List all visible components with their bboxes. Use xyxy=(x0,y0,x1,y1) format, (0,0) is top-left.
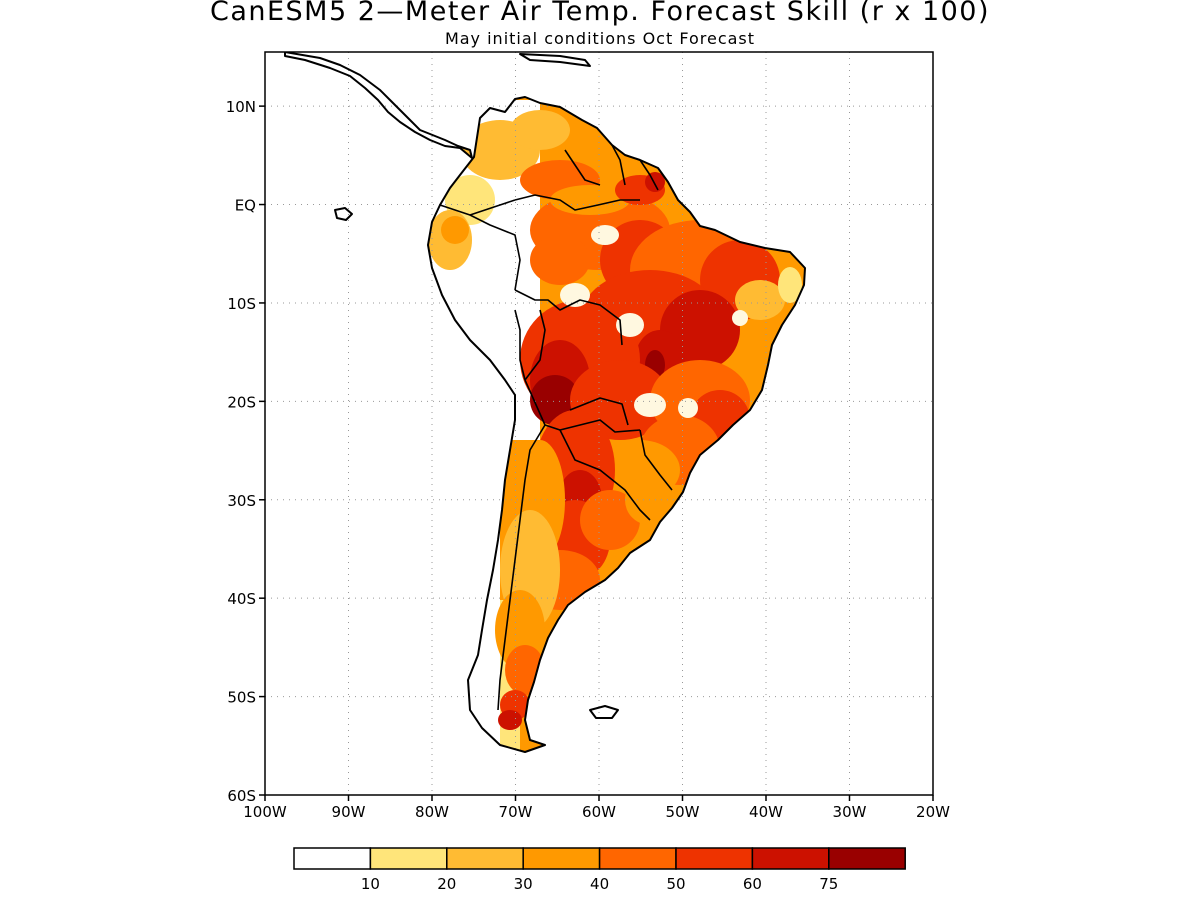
skill-spot-low xyxy=(560,283,590,307)
longitude-labels: 100W 90W 80W 70W 60W 50W 40W 30W 20W xyxy=(243,795,950,821)
colorbar-swatch xyxy=(751,847,830,870)
colorbar-label: 60 xyxy=(743,875,762,893)
skill-patch xyxy=(530,235,590,285)
colorbar-swatch xyxy=(828,847,906,870)
country-border xyxy=(639,159,659,191)
colorbar-swatch xyxy=(675,847,754,870)
country-border xyxy=(564,149,601,186)
lat-tick-label: 40S xyxy=(227,590,256,608)
lon-tick-label: 30W xyxy=(833,803,867,821)
coast-galapagos xyxy=(334,207,353,221)
skill-patch xyxy=(510,110,570,150)
lon-tick-label: 100W xyxy=(243,803,287,821)
land-shading xyxy=(336,52,805,752)
country-border xyxy=(611,144,626,186)
skill-patch xyxy=(645,172,665,192)
country-border xyxy=(439,199,516,216)
colorbar-swatch xyxy=(369,847,448,870)
colorbar-label: 10 xyxy=(361,875,380,893)
coast-south-america xyxy=(427,96,806,753)
colorbar-label: 40 xyxy=(590,875,609,893)
colorbar-label: 75 xyxy=(819,875,838,893)
skill-spot-low xyxy=(616,313,644,337)
lon-tick-label: 40W xyxy=(749,803,783,821)
country-border xyxy=(524,309,546,381)
country-border xyxy=(639,429,673,491)
colorbar: 10 20 30 40 50 60 75 xyxy=(293,847,906,893)
lon-tick-label: 50W xyxy=(666,803,700,821)
skill-patch xyxy=(580,490,640,550)
map-title: CanESM5 2—Meter Air Temp. Forecast Skill… xyxy=(209,0,991,27)
skill-patch xyxy=(505,645,545,695)
coast-caribbean xyxy=(519,53,591,67)
map-subtitle: May initial conditions Oct Forecast xyxy=(444,29,756,48)
country-border xyxy=(514,289,623,346)
coast-central-america xyxy=(284,52,473,159)
colorbar-swatch xyxy=(293,847,372,870)
skill-spot-low xyxy=(591,225,619,245)
country-border xyxy=(514,309,526,381)
lat-tick-label: 50S xyxy=(227,689,256,707)
latitude-labels: 10N EQ 10S 20S 30S 40S 50S 60S xyxy=(226,98,265,805)
lon-tick-label: 90W xyxy=(332,803,366,821)
lat-tick-label: 20S xyxy=(227,393,256,411)
coastlines xyxy=(284,52,806,753)
colorbar-label: 20 xyxy=(437,875,456,893)
lat-tick-label: 30S xyxy=(227,492,256,510)
skill-patch xyxy=(540,52,600,70)
lat-tick-label: 10N xyxy=(226,98,256,116)
skill-low-chile xyxy=(460,440,500,752)
skill-spot-low xyxy=(678,398,698,418)
lon-tick-label: 70W xyxy=(499,803,533,821)
skill-patch xyxy=(441,216,469,244)
country-border xyxy=(569,397,629,426)
skill-patch xyxy=(778,267,802,303)
skill-patch xyxy=(498,710,522,730)
lat-tick-label: 60S xyxy=(227,787,256,805)
colorbar-label: 30 xyxy=(514,875,533,893)
country-border xyxy=(469,214,521,291)
colorbar-swatch xyxy=(598,847,677,870)
lon-tick-label: 80W xyxy=(415,803,449,821)
country-border xyxy=(559,429,651,521)
skill-shading xyxy=(336,52,805,752)
lon-tick-label: 60W xyxy=(582,803,616,821)
lon-tick-label: 20W xyxy=(916,803,950,821)
skill-spot-low xyxy=(732,310,748,326)
colorbar-swatch xyxy=(446,847,524,870)
lat-tick-label: EQ xyxy=(235,197,256,215)
colorbar-swatch xyxy=(522,847,601,870)
coast-falkland-islands xyxy=(589,705,619,719)
skill-patch xyxy=(735,280,785,320)
country-border xyxy=(497,424,546,711)
country-border xyxy=(514,194,640,211)
colorbar-label: 50 xyxy=(666,875,685,893)
skill-spot-low xyxy=(634,393,666,417)
lat-tick-label: 10S xyxy=(227,295,256,313)
